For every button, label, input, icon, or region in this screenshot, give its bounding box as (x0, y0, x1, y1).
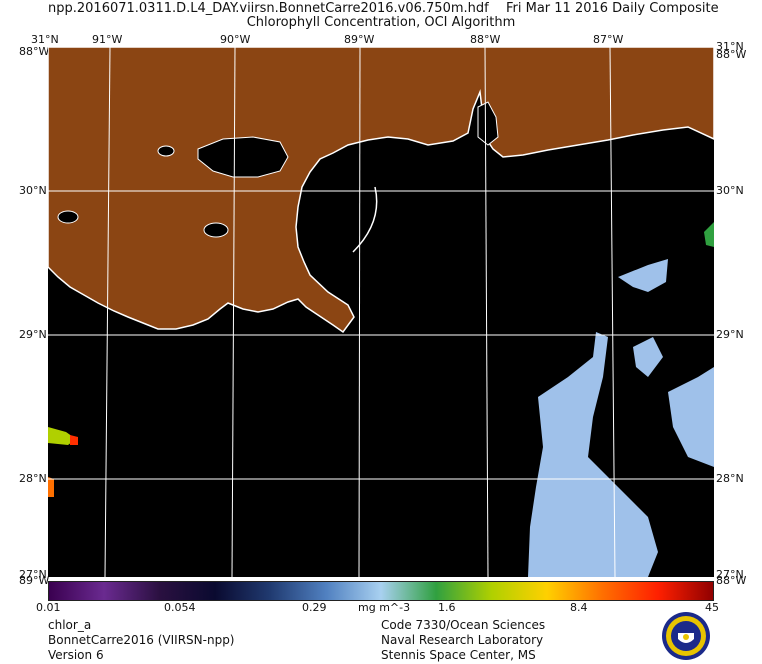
colorbar-label-0054: 0.054 (164, 601, 196, 614)
land-mass (48, 47, 714, 334)
lon-label-88w: 88°W (470, 33, 501, 46)
footer-product: chlor_a (48, 618, 92, 632)
high-chl-patch-left (48, 427, 76, 445)
file-name-title: npp.2016071.0311.D.L4_DAY.viirsn.BonnetC… (48, 1, 489, 16)
footer-code: Code 7330/Ocean Sciences (381, 618, 546, 632)
lat-label-right-29n: 29°N (716, 328, 744, 341)
high-chl-patch-right (704, 222, 714, 247)
lon-label-89w: 89°W (344, 33, 375, 46)
lat-label-right-28n: 28°N (716, 472, 744, 485)
corner-lon-label-top-left: 88°W (19, 45, 50, 58)
colorbar (48, 581, 714, 601)
corner-lat-label-top-right: 31°N (716, 40, 744, 53)
colorbar-units: mg m^-3 (358, 601, 411, 614)
high-chl-patch-left-2 (48, 477, 54, 497)
footer-location: Stennis Space Center, MS (381, 648, 536, 662)
lat-label-right-30n: 30°N (716, 184, 744, 197)
chandeleur-islands (352, 186, 378, 253)
corner-lat-label-bottom-right: 27°N (716, 568, 744, 581)
low-chl-patch-4 (633, 337, 663, 377)
lake-small-2 (157, 145, 175, 157)
composite-date: Fri Mar 11 2016 Daily Composite (506, 1, 719, 16)
footer-version: Version 6 (48, 648, 104, 662)
colorbar-label-min: 0.01 (36, 601, 61, 614)
footer-lab: Naval Research Laboratory (381, 633, 544, 647)
map-subtitle: Chlorophyll Concentration, OCI Algorithm (246, 15, 516, 30)
corner-lat-label-top-left: 31°N (31, 33, 59, 46)
lake-small-1 (203, 222, 229, 238)
navy-seal-icon (662, 612, 710, 660)
corner-lat-label-bottom-left: 27°N (19, 568, 47, 581)
mobile-bay (477, 101, 499, 146)
lon-label-87w: 87°W (593, 33, 624, 46)
low-chl-patch-2 (618, 259, 668, 292)
low-chl-patch-3 (668, 367, 714, 467)
colorbar-label-16: 1.6 (438, 601, 456, 614)
footer-region: BonnetCarre2016 (VIIRSN-npp) (48, 633, 235, 647)
lat-label-left-29n: 29°N (19, 328, 47, 341)
corner-lon-label-bottom-left: 89°W (19, 574, 50, 587)
high-chl-patch-left-red (70, 435, 78, 445)
low-chl-patch-1 (528, 332, 658, 577)
colorbar-label-84: 8.4 (570, 601, 588, 614)
corner-lon-label-top-right: 88°W (716, 48, 747, 61)
lon-label-90w: 90°W (220, 33, 251, 46)
colorbar-label-max: 45 (705, 601, 719, 614)
graticule (48, 47, 714, 577)
chlorophyll-map (48, 47, 714, 577)
lat-label-left-28n: 28°N (19, 472, 47, 485)
map-canvas (48, 47, 714, 577)
lon-label-91w: 91°W (92, 33, 123, 46)
corner-lon-label-bottom-right: 88°W (716, 574, 747, 587)
lat-label-left-30n: 30°N (19, 184, 47, 197)
lake-small-3 (57, 210, 79, 224)
lake-pontchartrain (197, 136, 289, 178)
colorbar-label-029: 0.29 (302, 601, 327, 614)
